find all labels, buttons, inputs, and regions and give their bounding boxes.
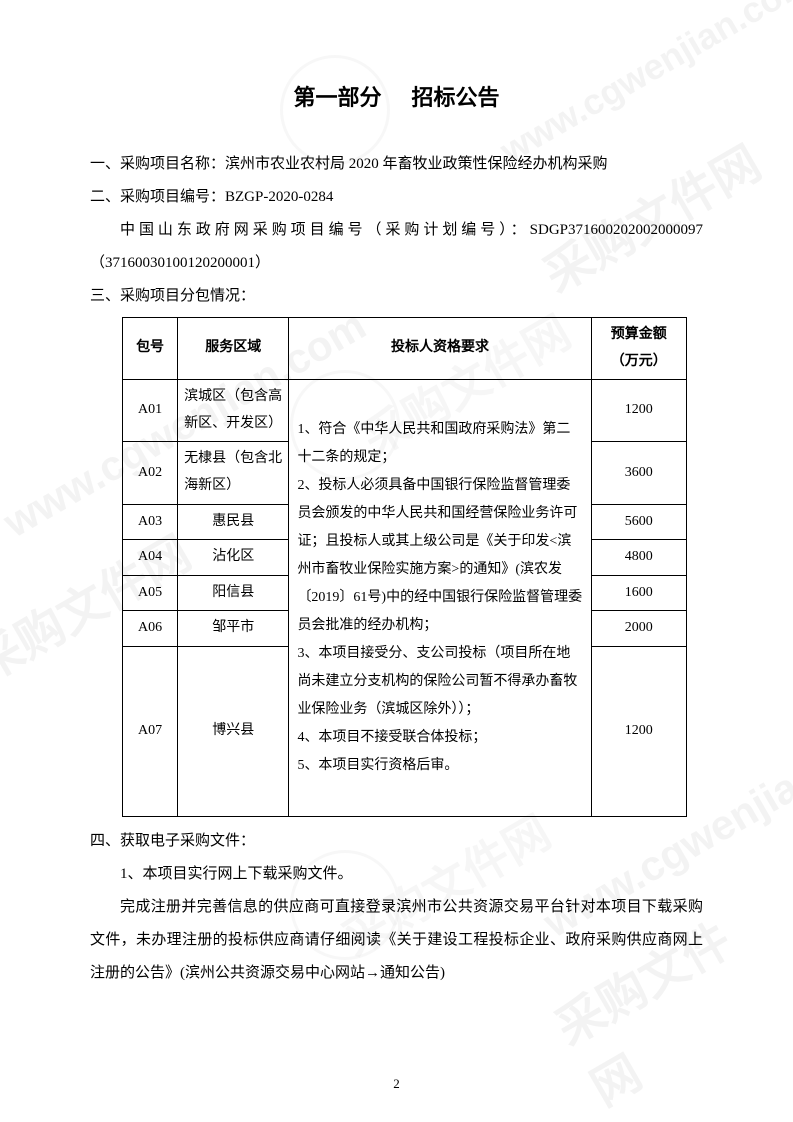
page-number: 2 [0,1076,793,1092]
cell-budget: 2000 [591,611,686,647]
cell-budget: 1200 [591,646,686,816]
header-req: 投标人资格要求 [289,318,591,380]
table-row: A01 滨城区（包含高新区、开发区） 1、符合《中华人民共和国政府采购法》第二十… [123,380,687,442]
section-4: 四、获取电子采购文件： [90,825,703,858]
req-line-1: 1、符合《中华人民共和国政府采购法》第二十二条的规定； [297,422,570,465]
header-area: 服务区域 [178,318,289,380]
section-3: 三、采购项目分包情况： [90,280,703,313]
section-1: 一、采购项目名称：滨州市农业农村局 2020 年畜牧业政策性保险经办机构采购 [90,148,703,181]
title-part-1: 第一部分 [293,85,381,110]
cell-area: 阳信县 [178,575,289,611]
header-budget-line2: （万元） [595,349,683,376]
section-2-sub: 中国山东政府网采购项目编号（采购计划编号）：SDGP37160020200200… [90,214,703,280]
cell-area: 无棣县（包含北海新区） [178,442,289,504]
page-title: 第一部分 招标公告 [90,80,703,112]
cell-budget: 4800 [591,540,686,576]
cell-budget: 5600 [591,504,686,540]
header-budget: 预算金额 （万元） [591,318,686,380]
document-body: 第一部分 招标公告 一、采购项目名称：滨州市农业农村局 2020 年畜牧业政策性保… [90,80,703,990]
cell-pkg: A05 [123,575,178,611]
cell-budget: 3600 [591,442,686,504]
cell-pkg: A01 [123,380,178,442]
cell-pkg: A06 [123,611,178,647]
package-table: 包号 服务区域 投标人资格要求 预算金额 （万元） A01 滨城区（包含高新区、… [122,317,687,817]
cell-area: 邹平市 [178,611,289,647]
cell-area: 滨城区（包含高新区、开发区） [178,380,289,442]
cell-budget: 1200 [591,380,686,442]
req-line-2: 2、投标人必须具备中国银行保险监督管理委员会颁发的中华人民共和国经营保险业务许可… [297,478,582,633]
cell-area: 沾化区 [178,540,289,576]
header-pkg: 包号 [123,318,178,380]
package-table-wrap: 包号 服务区域 投标人资格要求 预算金额 （万元） A01 滨城区（包含高新区、… [122,317,703,817]
req-line-3: 3、本项目接受分、支公司投标（项目所在地尚未建立分支机构的保险公司暂不得承办畜牧… [297,646,577,773]
header-budget-line1: 预算金额 [595,322,683,349]
section-4-item1: 1、本项目实行网上下载采购文件。 [90,858,703,891]
title-part-2: 招标公告 [412,85,500,110]
cell-pkg: A07 [123,646,178,816]
table-header-row: 包号 服务区域 投标人资格要求 预算金额 （万元） [123,318,687,380]
cell-budget: 1600 [591,575,686,611]
cell-area: 惠民县 [178,504,289,540]
cell-area: 博兴县 [178,646,289,816]
section-2: 二、采购项目编号：BZGP-2020-0284 [90,181,703,214]
section-4-para: 完成注册并完善信息的供应商可直接登录滨州市公共资源交易平台针对本项目下载采购文件… [90,891,703,990]
cell-requirements: 1、符合《中华人民共和国政府采购法》第二十二条的规定； 2、投标人必须具备中国银… [289,380,591,817]
cell-pkg: A04 [123,540,178,576]
cell-pkg: A03 [123,504,178,540]
cell-pkg: A02 [123,442,178,504]
